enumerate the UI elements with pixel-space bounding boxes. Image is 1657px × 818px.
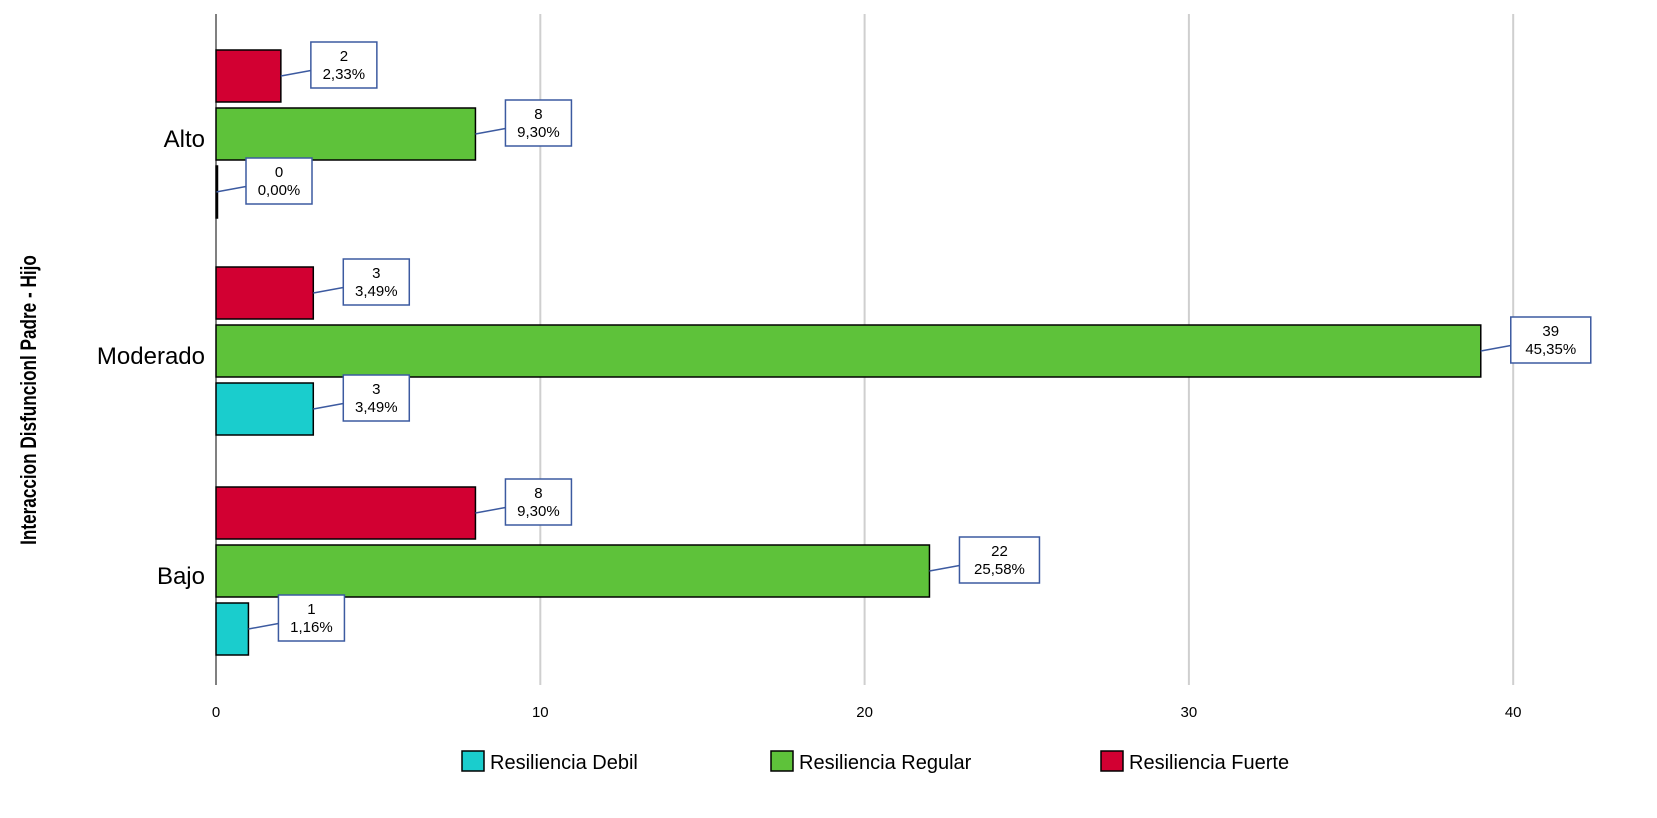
data-label-percent: 2,33% bbox=[323, 66, 366, 83]
bar bbox=[215, 49, 282, 103]
data-label-box bbox=[342, 258, 411, 306]
bar bbox=[215, 382, 315, 436]
bar bbox=[215, 324, 1482, 378]
data-label-leader bbox=[280, 69, 311, 77]
data-label-leader bbox=[475, 506, 506, 514]
x-tick-label: 0 bbox=[212, 704, 220, 721]
x-tick-label: 10 bbox=[532, 704, 549, 721]
data-label-box bbox=[504, 478, 573, 526]
bar bbox=[215, 107, 477, 161]
data-label-leader bbox=[248, 622, 279, 630]
x-tick-label: 30 bbox=[1181, 704, 1198, 721]
legend: Resiliencia Debil Resiliencia Regular Resi… bbox=[461, 750, 1289, 774]
data-label-leader bbox=[1480, 344, 1511, 352]
data-label-box bbox=[958, 536, 1041, 584]
legend-swatch bbox=[770, 750, 794, 772]
data-label-count: 3 bbox=[372, 381, 380, 398]
legend-label: Resiliencia Fuerte bbox=[1129, 752, 1289, 774]
data-label-count: 3 bbox=[372, 265, 380, 282]
data-label-box bbox=[1510, 316, 1592, 364]
data-label-count: 0 bbox=[275, 164, 283, 181]
legend-label: Resiliencia Debil bbox=[490, 752, 638, 774]
legend-swatch bbox=[1100, 750, 1124, 772]
data-label-count: 8 bbox=[534, 106, 542, 123]
legend-label: Resiliencia Regular bbox=[799, 752, 972, 774]
data-label-leader bbox=[215, 185, 247, 193]
y-category-label: Alto bbox=[164, 126, 205, 153]
bar bbox=[215, 486, 477, 540]
data-label-box bbox=[310, 41, 378, 89]
data-label-box bbox=[342, 374, 411, 422]
data-label-percent: 3,49% bbox=[355, 283, 398, 300]
y-category-label: Moderado bbox=[97, 343, 205, 370]
legend-swatch bbox=[461, 750, 485, 772]
data-label-leader bbox=[475, 127, 506, 135]
bar bbox=[215, 266, 315, 320]
bar bbox=[215, 544, 931, 598]
data-label-box bbox=[277, 594, 346, 642]
data-label-percent: 9,30% bbox=[517, 124, 560, 141]
data-label-leader bbox=[313, 402, 344, 410]
data-label-count: 8 bbox=[534, 485, 542, 502]
data-label-percent: 45,35% bbox=[1525, 341, 1576, 358]
x-tick-label: 40 bbox=[1505, 704, 1522, 721]
data-label-percent: 25,58% bbox=[974, 561, 1025, 578]
bar bbox=[215, 602, 250, 656]
data-label-box bbox=[245, 157, 313, 205]
data-label-count: 1 bbox=[307, 601, 315, 618]
data-label-percent: 0,00% bbox=[258, 182, 301, 199]
bars bbox=[215, 49, 1482, 656]
data-label-count: 39 bbox=[1542, 323, 1559, 340]
data-label-count: 22 bbox=[991, 543, 1008, 560]
data-label-box bbox=[504, 99, 573, 147]
data-label-leader bbox=[929, 564, 960, 572]
data-label-percent: 1,16% bbox=[290, 619, 333, 636]
y-axis-title: Interaccion Disfuncionl Padre - Hijo bbox=[17, 255, 42, 545]
y-category-label: Bajo bbox=[157, 563, 205, 590]
data-labels: 22,33%33,49%89,30%89,30%3945,35%2225,58%… bbox=[215, 41, 1592, 642]
data-label-percent: 9,30% bbox=[517, 503, 560, 520]
x-tick-label: 20 bbox=[856, 704, 873, 721]
data-label-count: 2 bbox=[340, 48, 348, 65]
data-label-leader bbox=[313, 286, 344, 294]
data-label-percent: 3,49% bbox=[355, 399, 398, 416]
